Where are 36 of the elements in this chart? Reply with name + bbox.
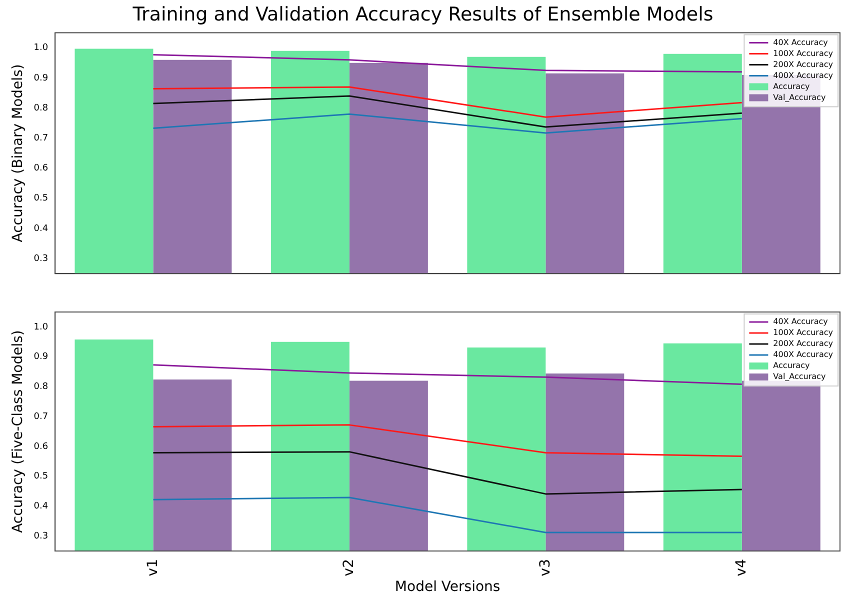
y-axis-title: Accuracy (Binary Models) [10,64,26,242]
legend-label: Val_Accuracy [773,92,826,102]
y-tick-label: 0.8 [34,103,48,114]
x-tick-label: v2 [341,559,358,576]
legend-label: 100X Accuracy [773,48,834,58]
y-tick-label: 0.3 [34,254,48,264]
y-tick-label: 0.7 [34,412,48,422]
legend-label: Val_Accuracy [773,372,826,382]
x-axis-title: Model Versions [394,579,500,596]
y-tick-label: 0.3 [34,531,48,542]
y-axis-title: Accuracy (Five-Class Models) [10,330,26,533]
legend-label: 40X Accuracy [773,317,828,326]
x-tick-label: v3 [537,559,554,576]
y-tick-label: 0.5 [34,194,48,204]
y-tick-label: 0.8 [34,382,48,392]
x-tick-label: v1 [144,559,161,576]
legend-label: 400X Accuracy [773,70,834,80]
y-tick-label: 0.4 [34,502,48,512]
legend-label: 100X Accuracy [773,328,834,338]
y-tick-label: 0.5 [34,472,48,482]
legend-label: 40X Accuracy [773,38,828,47]
y-tick-label: 1.0 [34,322,48,332]
y-tick-label: 0.9 [34,352,48,362]
x-tick-label: v4 [734,558,750,576]
legend-label: 400X Accuracy [773,350,834,360]
y-tick-label: 0.7 [34,133,48,144]
legend-label: 200X Accuracy [773,60,834,69]
y-tick-label: 0.6 [34,442,48,452]
legend-label: Accuracy [773,361,810,370]
y-tick-label: 0.6 [34,164,48,174]
legend-label: Accuracy [773,82,810,91]
legend-label: 200X Accuracy [773,339,834,348]
chart-title: Training and Validation Accuracy Results of Ensemble Models [132,3,714,26]
y-tick-label: 0.4 [34,224,48,234]
y-tick-label: 0.9 [34,73,48,84]
y-tick-label: 1.0 [34,43,48,54]
